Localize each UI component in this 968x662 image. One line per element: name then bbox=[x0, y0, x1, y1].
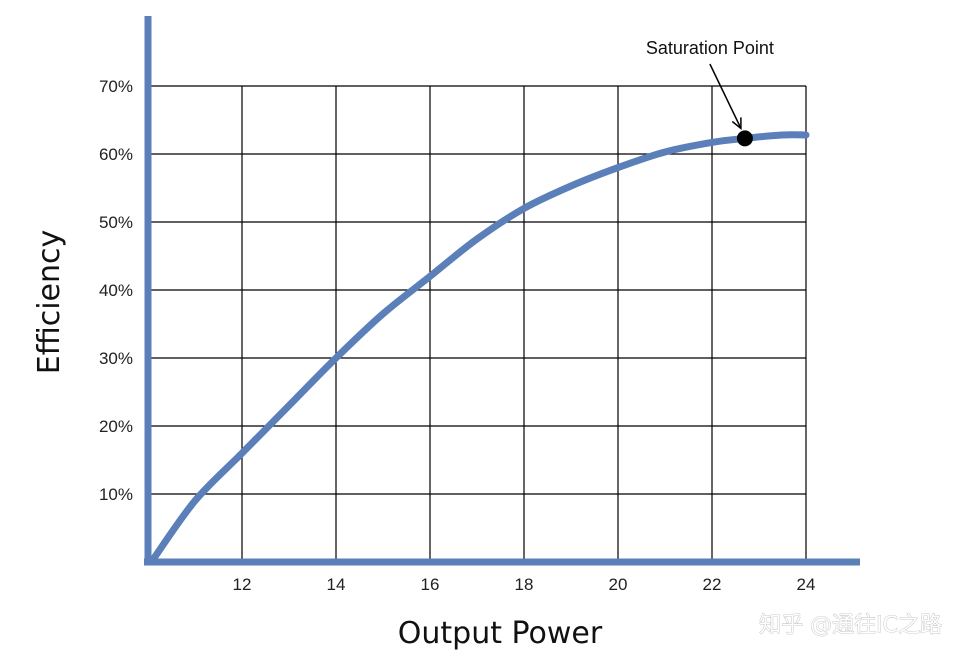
y-tick-labels: 10% 20% 30% 40% 50% 60% 70% bbox=[99, 77, 133, 504]
y-tick-label: 30% bbox=[99, 349, 133, 368]
annotations: Saturation Point bbox=[646, 38, 774, 147]
watermark-text: 知乎 @通往IC之路 bbox=[759, 613, 942, 638]
x-tick-label: 16 bbox=[421, 575, 440, 594]
x-tick-label: 24 bbox=[797, 575, 816, 594]
series-group bbox=[149, 131, 810, 564]
x-tick-label: 14 bbox=[327, 575, 346, 594]
x-axis-title: Output Power bbox=[398, 616, 603, 651]
grid bbox=[148, 85, 807, 562]
annotation-arrow-head bbox=[731, 117, 742, 130]
x-tick-label: 20 bbox=[609, 575, 628, 594]
y-tick-label: 60% bbox=[99, 145, 133, 164]
x-tick-label: 12 bbox=[233, 575, 252, 594]
y-tick-label: 50% bbox=[99, 213, 133, 232]
y-tick-label: 20% bbox=[99, 417, 133, 436]
y-tick-label: 10% bbox=[99, 485, 133, 504]
y-tick-label: 40% bbox=[99, 281, 133, 300]
y-axis-title: Efficiency bbox=[32, 230, 67, 375]
x-tick-labels: 12 14 16 18 20 22 24 bbox=[233, 575, 816, 594]
annotation-label: Saturation Point bbox=[646, 38, 774, 58]
x-tick-label: 18 bbox=[515, 575, 534, 594]
y-tick-label: 70% bbox=[99, 77, 133, 96]
annotation-arrow-line bbox=[709, 63, 742, 129]
efficiency-curve-line bbox=[149, 131, 810, 564]
x-tick-label: 22 bbox=[703, 575, 722, 594]
saturation-point-marker bbox=[736, 130, 753, 147]
axes bbox=[144, 16, 860, 566]
